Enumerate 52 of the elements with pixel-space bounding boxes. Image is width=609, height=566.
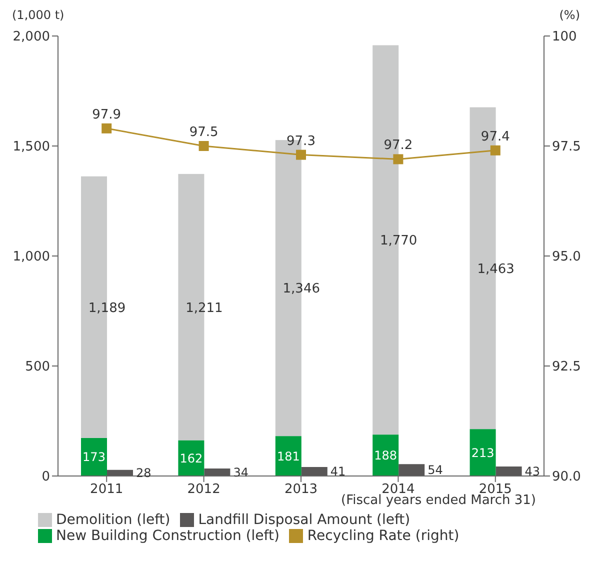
data-label: 1,463 [477,262,514,277]
point [490,145,500,156]
bar [398,464,425,476]
data-label: 97.5 [189,125,218,140]
y-tick-label: 2,000 [12,30,50,45]
bar [470,429,496,476]
legend-label: Demolition (left) [56,512,170,528]
bar [81,438,107,476]
bar [204,468,230,476]
y-tick-label: 0 [42,470,50,485]
y2-tick-label: 90.0 [552,470,581,485]
x-tick-label: 2014 [382,482,415,498]
data-label: 173 [82,450,106,464]
data-label: 1,770 [380,234,418,249]
data-label: 43 [524,464,540,478]
legend-label: Recycling Rate (right) [307,528,460,544]
bar [372,434,399,476]
data-label: 162 [180,451,203,466]
data-label: 97.2 [384,138,413,154]
y-tick-label: 1,000 [12,250,50,265]
data-label: 1,211 [186,300,223,316]
bar [496,466,522,476]
x-tick-label: 2011 [90,482,124,498]
data-label: 97.9 [92,107,122,122]
x-tick-label: 2013 [284,482,318,498]
bar [301,466,328,476]
y2-tick-label: 92.5 [552,360,581,375]
data-label: 1,189 [88,300,126,316]
data-label: 188 [374,448,398,463]
data-label: 213 [471,446,494,460]
y-tick-label: 500 [25,360,50,375]
y2-tick-label: 100 [552,30,577,45]
data-label: 97.4 [480,129,510,144]
data-label: 97.3 [286,134,316,149]
data-label: 181 [276,449,300,464]
bar [275,436,302,476]
data-label: 54 [428,463,443,478]
data-label: 34 [233,465,248,480]
y2-axis-title: (%) [559,8,580,22]
point [102,123,112,134]
data-label: 1,346 [282,282,320,297]
legend-label: New Building Construction (left) [56,528,280,544]
point [393,154,404,164]
y-tick-label: 1,500 [12,140,50,155]
legend-label: Landfill Disposal Amount (left) [198,512,410,528]
data-label: 41 [330,464,346,478]
y2-tick-label: 97.5 [552,140,581,155]
x-tick-label: 2012 [187,482,220,498]
y2-tick-label: 95.0 [552,250,581,265]
y-axis-title: (1,000 t) [12,8,64,22]
point [296,150,306,160]
point [198,141,209,151]
